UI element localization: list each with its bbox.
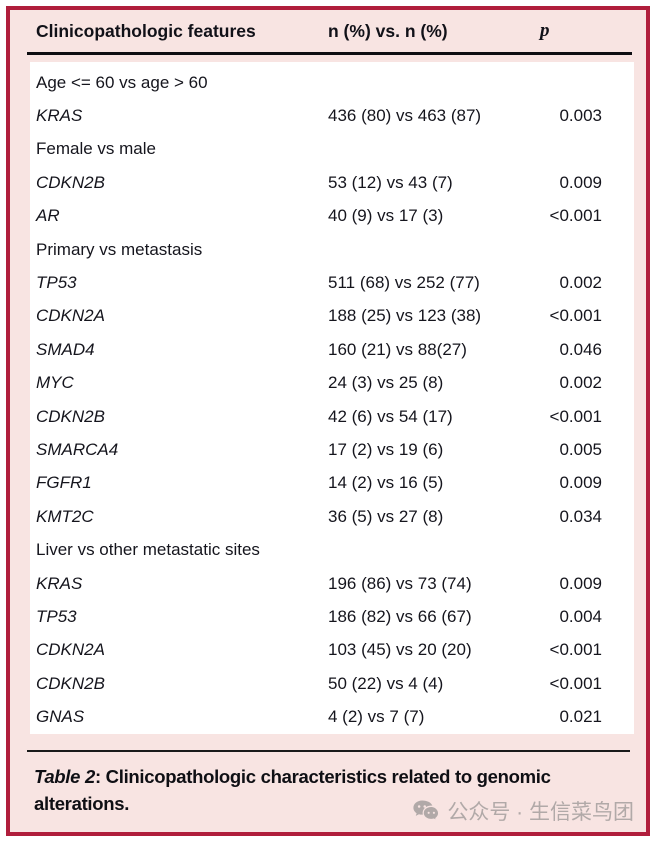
table-row: KRAS 196 (86) vs 73 (74) 0.009 bbox=[36, 567, 602, 600]
table-row: TP53 511 (68) vs 252 (77) 0.002 bbox=[36, 266, 602, 299]
table-row: Female vs male bbox=[36, 133, 602, 166]
row-p-value: <0.001 bbox=[549, 406, 602, 426]
wechat-icon bbox=[412, 799, 440, 823]
watermark-text: 公众号 · 生信菜鸟团 bbox=[447, 801, 634, 824]
row-feature: Primary vs metastasis bbox=[36, 239, 203, 259]
row-feature: MYC bbox=[36, 373, 74, 393]
table-row: FGFR1 14 (2) vs 16 (5) 0.009 bbox=[36, 467, 602, 500]
row-p-value: 0.021 bbox=[559, 707, 602, 727]
row-comparison: 50 (22) vs 4 (4) bbox=[328, 673, 444, 693]
header-comparison: n (%) vs. n (%) bbox=[328, 20, 448, 41]
row-comparison: 160 (21) vs 88(27) bbox=[328, 339, 467, 359]
header-rule bbox=[27, 52, 632, 55]
table-row: AR 40 (9) vs 17 (3) <0.001 bbox=[36, 200, 602, 233]
row-comparison: 36 (5) vs 27 (8) bbox=[328, 506, 444, 526]
row-p-value: 0.046 bbox=[559, 339, 602, 359]
row-p-value: 0.002 bbox=[559, 373, 602, 393]
table-row: CDKN2B 53 (12) vs 43 (7) 0.009 bbox=[36, 166, 602, 199]
row-p-value: <0.001 bbox=[549, 306, 602, 326]
table-row: KRAS 436 (80) vs 463 (87) 0.003 bbox=[36, 99, 602, 132]
row-comparison: 188 (25) vs 123 (38) bbox=[328, 306, 482, 326]
table-row: MYC 24 (3) vs 25 (8) 0.002 bbox=[36, 367, 602, 400]
row-p-value: <0.001 bbox=[549, 640, 602, 660]
row-feature: CDKN2B bbox=[36, 172, 105, 192]
row-p-value: 0.034 bbox=[559, 506, 602, 526]
table-row: CDKN2B 50 (22) vs 4 (4) <0.001 bbox=[36, 667, 602, 700]
table-row: CDKN2A 188 (25) vs 123 (38) <0.001 bbox=[36, 300, 602, 333]
row-feature: SMAD4 bbox=[36, 339, 95, 359]
row-feature: KRAS bbox=[36, 106, 83, 126]
table-panel: Clinicopathologic features n (%) vs. n (… bbox=[6, 6, 650, 836]
row-feature: TP53 bbox=[36, 273, 77, 293]
row-comparison: 42 (6) vs 54 (17) bbox=[328, 406, 453, 426]
table-row: CDKN2A 103 (45) vs 20 (20) <0.001 bbox=[36, 634, 602, 667]
watermark: 公众号 · 生信菜鸟团 bbox=[412, 796, 634, 826]
row-feature: CDKN2B bbox=[36, 673, 105, 693]
table-row: GNAS 4 (2) vs 7 (7) 0.021 bbox=[36, 700, 602, 733]
table-row: SMAD4 160 (21) vs 88(27) 0.046 bbox=[36, 333, 602, 366]
table-body: Age <= 60 vs age > 60 KRAS 436 (80) vs 4… bbox=[30, 62, 634, 734]
caption-text: : Clinicopathologic characteristics rela… bbox=[34, 765, 551, 814]
row-p-value: <0.001 bbox=[549, 673, 602, 693]
table-row: SMARCA4 17 (2) vs 19 (6) 0.005 bbox=[36, 433, 602, 466]
header-p-value: p bbox=[540, 20, 550, 41]
row-comparison: 186 (82) vs 66 (67) bbox=[328, 606, 472, 626]
header-feature: Clinicopathologic features bbox=[36, 20, 256, 41]
table-header-row: Clinicopathologic features n (%) vs. n (… bbox=[10, 10, 646, 52]
row-p-value: 0.009 bbox=[559, 573, 602, 593]
row-p-value: 0.002 bbox=[559, 273, 602, 293]
row-comparison: 196 (86) vs 73 (74) bbox=[328, 573, 472, 593]
table-row: Age <= 60 vs age > 60 bbox=[36, 66, 602, 99]
table-row: KMT2C 36 (5) vs 27 (8) 0.034 bbox=[36, 500, 602, 533]
row-p-value: 0.003 bbox=[559, 106, 602, 126]
row-p-value: 0.009 bbox=[559, 473, 602, 493]
row-feature: GNAS bbox=[36, 707, 85, 727]
table-row: TP53 186 (82) vs 66 (67) 0.004 bbox=[36, 600, 602, 633]
row-comparison: 4 (2) vs 7 (7) bbox=[328, 707, 425, 727]
table-row: Primary vs metastasis bbox=[36, 233, 602, 266]
row-comparison: 24 (3) vs 25 (8) bbox=[328, 373, 444, 393]
row-p-value: 0.009 bbox=[559, 172, 602, 192]
row-comparison: 511 (68) vs 252 (77) bbox=[328, 273, 480, 293]
row-feature: Female vs male bbox=[36, 139, 156, 159]
row-feature: AR bbox=[36, 206, 60, 226]
row-feature: FGFR1 bbox=[36, 473, 92, 493]
caption-label: Table 2 bbox=[34, 765, 95, 787]
row-comparison: 436 (80) vs 463 (87) bbox=[328, 106, 482, 126]
row-comparison: 14 (2) vs 16 (5) bbox=[328, 473, 444, 493]
row-comparison: 103 (45) vs 20 (20) bbox=[328, 640, 472, 660]
row-feature: CDKN2A bbox=[36, 640, 105, 660]
row-p-value: <0.001 bbox=[549, 206, 602, 226]
row-feature: TP53 bbox=[36, 606, 77, 626]
row-feature: KRAS bbox=[36, 573, 83, 593]
row-comparison: 40 (9) vs 17 (3) bbox=[328, 206, 444, 226]
row-comparison: 53 (12) vs 43 (7) bbox=[328, 172, 453, 192]
caption-rule bbox=[27, 750, 630, 752]
row-feature: CDKN2A bbox=[36, 306, 105, 326]
row-feature: Liver vs other metastatic sites bbox=[36, 540, 260, 560]
table-row: Liver vs other metastatic sites bbox=[36, 533, 602, 566]
row-feature: Age <= 60 vs age > 60 bbox=[36, 72, 208, 92]
table-caption: Table 2: Clinicopathologic characteristi… bbox=[34, 763, 618, 817]
row-p-value: 0.004 bbox=[559, 606, 602, 626]
row-feature: KMT2C bbox=[36, 506, 94, 526]
table-row: CDKN2B 42 (6) vs 54 (17) <0.001 bbox=[36, 400, 602, 433]
row-comparison: 17 (2) vs 19 (6) bbox=[328, 439, 444, 459]
row-feature: SMARCA4 bbox=[36, 439, 119, 459]
row-p-value: 0.005 bbox=[559, 439, 602, 459]
row-feature: CDKN2B bbox=[36, 406, 105, 426]
